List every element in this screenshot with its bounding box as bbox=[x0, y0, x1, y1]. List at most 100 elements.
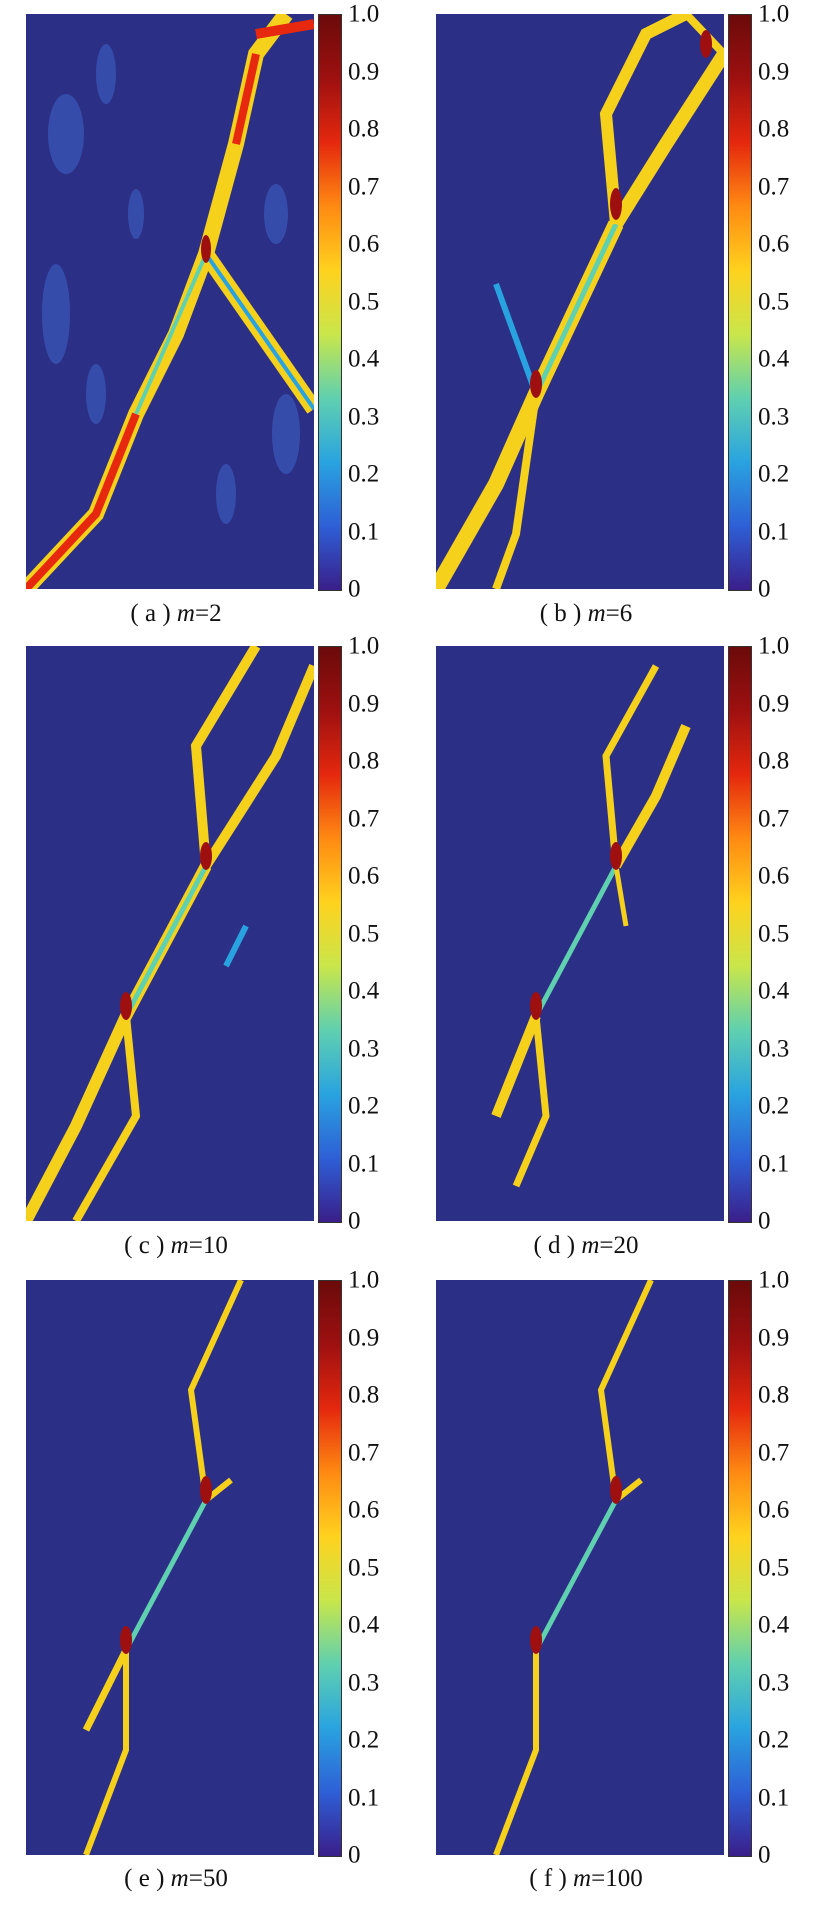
colorbar-tick-label: 0.4 bbox=[758, 345, 790, 373]
colorbar-tick-label: 0.9 bbox=[348, 690, 380, 717]
colorbar-tick-label: 0.1 bbox=[348, 1784, 380, 1811]
caption-param: m bbox=[170, 1865, 189, 1892]
colorbar-tick-label: 0.7 bbox=[758, 173, 790, 200]
caption-param: m bbox=[176, 600, 195, 627]
colorbar-tick-label: 0.6 bbox=[758, 862, 790, 890]
colorbar-tick-label: 0.1 bbox=[758, 518, 790, 545]
colorbar-tick-label: 0.2 bbox=[348, 1092, 380, 1120]
caption-d: ( d ) m=20 bbox=[436, 1232, 736, 1260]
colorbar-tick-label: 0.9 bbox=[348, 58, 380, 85]
colorbar-c bbox=[318, 646, 342, 1223]
caption-f: ( f ) m=100 bbox=[436, 1865, 736, 1893]
caption-label: ( c ) bbox=[124, 1232, 165, 1259]
colorbar-tick-label: 0.1 bbox=[348, 1150, 380, 1177]
colorbar-tick-label: 0 bbox=[348, 575, 361, 603]
caption-value: =6 bbox=[605, 600, 633, 627]
caption-label: ( b ) bbox=[539, 600, 582, 627]
colorbar-tick-label: 0.3 bbox=[758, 1669, 790, 1696]
colorbar-tick-label: 0.3 bbox=[348, 403, 380, 430]
caption-label: ( a ) bbox=[130, 600, 171, 627]
panel-b: 1.0 0.9 0.8 0.7 0.6 0.5 0.4 0.3 0.2 0.1 0 ( b ) m=… bbox=[418, 0, 836, 640]
caption-value: =20 bbox=[599, 1232, 639, 1259]
caption-label: ( f ) bbox=[529, 1865, 567, 1892]
colorbar-tick-label: 0.3 bbox=[758, 403, 790, 430]
caption-c: ( c ) m=10 bbox=[26, 1232, 326, 1260]
colorbar-tick-label: 0.3 bbox=[758, 1035, 790, 1062]
colorbar-tick-label: 1.0 bbox=[348, 0, 380, 28]
colorbar-tick-label: 0.4 bbox=[348, 1611, 380, 1639]
colorbar-tick-label: 0.5 bbox=[758, 920, 790, 947]
colorbar-tick-label: 0.7 bbox=[348, 805, 380, 832]
panel-e: 1.0 0.9 0.8 0.7 0.6 0.5 0.4 0.3 0.2 0.1 0 ( e ) m=… bbox=[0, 1268, 418, 1918]
caption-value: =100 bbox=[591, 1865, 643, 1892]
caption-a: ( a ) m=2 bbox=[26, 600, 326, 628]
caption-label: ( d ) bbox=[533, 1232, 576, 1259]
phase-field-plot-f bbox=[436, 1280, 724, 1855]
caption-value: =10 bbox=[188, 1232, 228, 1259]
colorbar-tick-label: 0.9 bbox=[758, 690, 790, 717]
colorbar-tick-label: 0.8 bbox=[758, 1381, 790, 1409]
colorbar-tick-label: 0.2 bbox=[758, 1092, 790, 1120]
caption-param: m bbox=[573, 1865, 592, 1892]
colorbar-tick-label: 0.4 bbox=[758, 977, 790, 1005]
colorbar-tick-label: 0.8 bbox=[758, 747, 790, 775]
colorbar-tick-label: 0.2 bbox=[758, 460, 790, 488]
colorbar-tick-label: 1.0 bbox=[348, 1266, 380, 1294]
phase-field-plot-a bbox=[26, 14, 314, 589]
phase-field-plot-b bbox=[436, 14, 724, 589]
colorbar-b bbox=[728, 14, 752, 591]
colorbar-tick-label: 1.0 bbox=[348, 632, 380, 660]
caption-label: ( e ) bbox=[124, 1865, 165, 1892]
colorbar-tick-label: 0.6 bbox=[758, 230, 790, 258]
panel-d: 1.0 0.9 0.8 0.7 0.6 0.5 0.4 0.3 0.2 0.1 0 ( d ) m=… bbox=[418, 634, 836, 1280]
caption-param: m bbox=[587, 600, 606, 627]
colorbar-tick-label: 0.6 bbox=[758, 1496, 790, 1524]
panel-a: 1.0 0.9 0.8 0.7 0.6 0.5 0.4 0.3 0.2 0.1 0 ( a ) m=… bbox=[0, 0, 418, 640]
colorbar-tick-label: 0.6 bbox=[348, 1496, 380, 1524]
colorbar-tick-label: 0.2 bbox=[348, 460, 380, 488]
colorbar-tick-label: 0.4 bbox=[348, 345, 380, 373]
phase-field-plot-d bbox=[436, 646, 724, 1221]
colorbar-tick-label: 0.7 bbox=[758, 805, 790, 832]
panel-c: 1.0 0.9 0.8 0.7 0.6 0.5 0.4 0.3 0.2 0.1 0 ( c ) m=… bbox=[0, 634, 418, 1280]
colorbar-tick-label: 0.5 bbox=[348, 288, 380, 315]
colorbar-f bbox=[728, 1280, 752, 1857]
colorbar-tick-label: 0.3 bbox=[348, 1669, 380, 1696]
colorbar-tick-label: 0.8 bbox=[348, 115, 380, 143]
colorbar-tick-label: 0 bbox=[758, 1841, 771, 1869]
colorbar-tick-label: 1.0 bbox=[758, 1266, 790, 1294]
caption-value: =2 bbox=[194, 600, 222, 627]
colorbar-tick-label: 0.1 bbox=[348, 518, 380, 545]
phase-field-plot-e bbox=[26, 1280, 314, 1855]
colorbar-tick-label: 0.4 bbox=[348, 977, 380, 1005]
colorbar-tick-label: 0 bbox=[348, 1207, 361, 1235]
colorbar-tick-label: 0.6 bbox=[348, 862, 380, 890]
colorbar-tick-label: 0 bbox=[348, 1841, 361, 1869]
colorbar-e bbox=[318, 1280, 342, 1857]
colorbar-tick-label: 0.7 bbox=[348, 173, 380, 200]
colorbar-tick-label: 1.0 bbox=[758, 0, 790, 28]
colorbar-tick-label: 1.0 bbox=[758, 632, 790, 660]
colorbar-tick-label: 0.5 bbox=[348, 920, 380, 947]
colorbar-tick-label: 0 bbox=[758, 575, 771, 603]
caption-param: m bbox=[581, 1232, 600, 1259]
colorbar-tick-label: 0.3 bbox=[348, 1035, 380, 1062]
colorbar-a bbox=[318, 14, 342, 591]
colorbar-tick-label: 0.5 bbox=[758, 1554, 790, 1581]
colorbar-tick-label: 0.4 bbox=[758, 1611, 790, 1639]
colorbar-tick-label: 0.2 bbox=[758, 1726, 790, 1754]
colorbar-tick-label: 0.9 bbox=[758, 58, 790, 85]
colorbar-tick-label: 0.8 bbox=[348, 747, 380, 775]
colorbar-tick-label: 0.9 bbox=[348, 1324, 380, 1351]
colorbar-tick-label: 0.9 bbox=[758, 1324, 790, 1351]
colorbar-tick-label: 0.1 bbox=[758, 1150, 790, 1177]
caption-e: ( e ) m=50 bbox=[26, 1865, 326, 1893]
phase-field-plot-c bbox=[26, 646, 314, 1221]
colorbar-tick-label: 0.5 bbox=[758, 288, 790, 315]
colorbar-tick-label: 0.7 bbox=[348, 1439, 380, 1466]
caption-b: ( b ) m=6 bbox=[436, 600, 736, 628]
caption-param: m bbox=[170, 1232, 189, 1259]
caption-value: =50 bbox=[188, 1865, 228, 1892]
colorbar-tick-label: 0.7 bbox=[758, 1439, 790, 1466]
colorbar-tick-label: 0.5 bbox=[348, 1554, 380, 1581]
